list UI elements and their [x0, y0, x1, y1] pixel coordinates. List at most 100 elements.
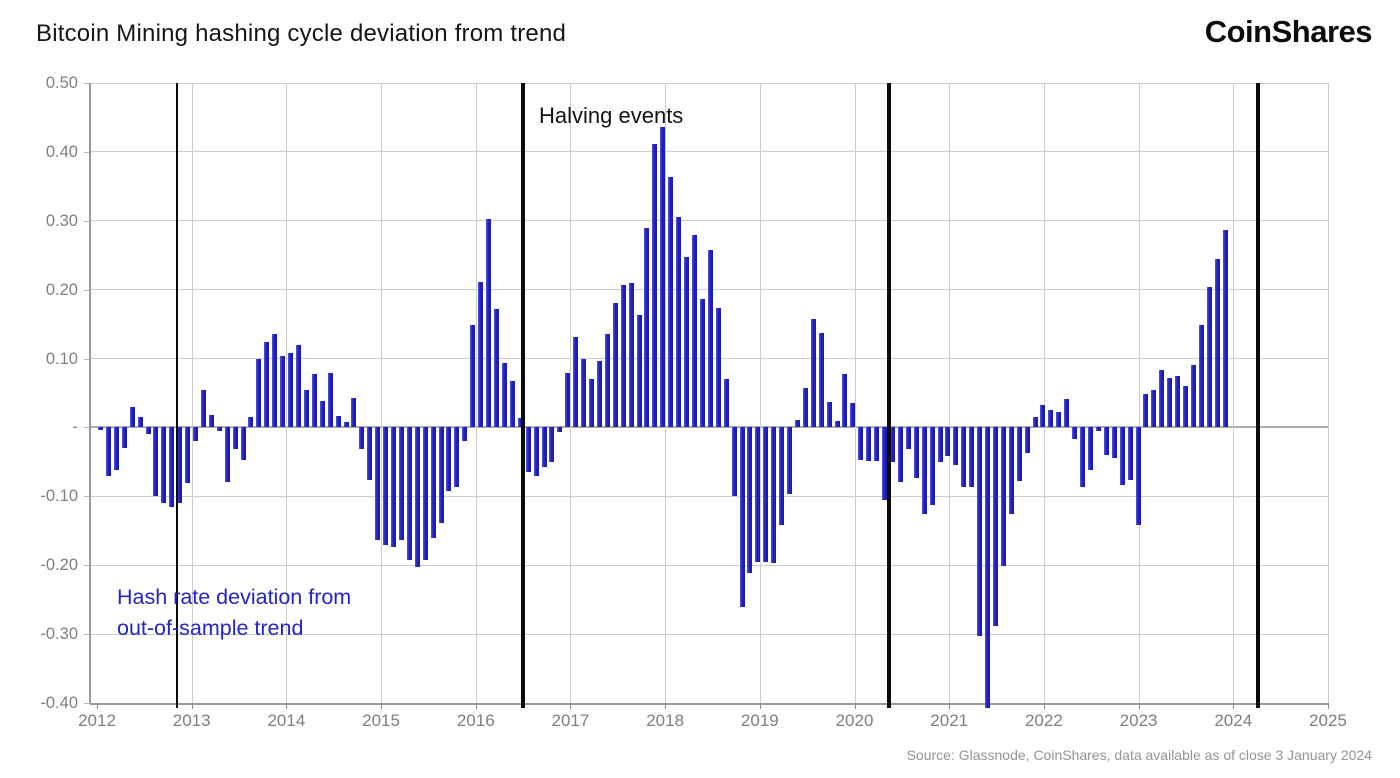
bar — [1064, 399, 1070, 428]
bar — [1119, 427, 1125, 486]
x-axis-tick — [286, 703, 288, 709]
bar — [272, 334, 278, 428]
bar — [826, 401, 832, 428]
bar — [992, 427, 998, 626]
bar — [98, 427, 103, 431]
bar — [961, 427, 967, 487]
bar — [1111, 427, 1117, 459]
bar — [1080, 427, 1086, 487]
bar — [280, 356, 286, 428]
bar — [604, 334, 610, 428]
bar — [478, 282, 484, 428]
bar — [311, 373, 317, 428]
bar — [549, 427, 555, 462]
bar — [391, 427, 397, 548]
bar — [517, 417, 523, 428]
y-axis-label: 0.40 — [45, 142, 78, 161]
y-axis-tick — [84, 496, 90, 498]
x-axis-label: 2021 — [930, 711, 969, 730]
gridline-x — [191, 83, 193, 703]
bar — [581, 359, 587, 428]
bar — [129, 406, 135, 428]
x-axis-label: 2020 — [835, 711, 874, 730]
bar — [200, 389, 206, 428]
bar — [541, 427, 547, 467]
x-axis-tick — [759, 703, 761, 709]
y-axis-label: -0.10 — [40, 487, 78, 506]
bar — [1095, 427, 1101, 431]
bar — [1000, 427, 1006, 566]
y-axis-tick — [84, 565, 90, 567]
bar — [256, 358, 262, 428]
bar — [985, 427, 991, 708]
x-axis-tick — [1138, 703, 1140, 709]
bar — [1048, 410, 1054, 428]
bar — [470, 325, 476, 428]
bar — [509, 380, 515, 428]
series-annotation-line1: Hash rate deviation from — [117, 585, 352, 609]
bar — [406, 427, 412, 560]
y-axis-label: -0.20 — [40, 556, 78, 575]
bar — [1175, 376, 1181, 428]
gridline-y — [90, 564, 1329, 566]
y-axis-tick — [84, 358, 90, 360]
gridline-y — [90, 151, 1329, 153]
gridline-x — [1043, 83, 1045, 703]
y-axis-label: 0.50 — [45, 74, 78, 92]
bar — [684, 257, 690, 428]
bar — [1088, 427, 1093, 471]
bar — [454, 427, 460, 487]
bar — [929, 427, 935, 506]
bar — [296, 345, 301, 428]
bar — [335, 416, 341, 428]
x-axis-tick — [1043, 703, 1045, 709]
bar — [707, 250, 713, 428]
bar — [351, 397, 357, 428]
x-axis-tick — [1233, 703, 1235, 709]
bar — [375, 427, 381, 540]
x-axis-label: 2015 — [362, 711, 400, 730]
bar — [105, 427, 111, 476]
bar — [383, 427, 389, 546]
bar — [533, 427, 539, 476]
bar — [1032, 417, 1038, 428]
x-axis-label: 2016 — [456, 711, 495, 730]
y-axis-label: 0.10 — [45, 349, 78, 368]
bar — [620, 284, 626, 428]
x-axis-tick — [949, 703, 951, 709]
bar — [367, 427, 373, 481]
bar — [430, 427, 436, 539]
y-axis-tick — [84, 634, 90, 636]
gridline-y — [90, 220, 1329, 222]
gridline-x — [949, 83, 951, 703]
halving-event-line — [521, 83, 526, 708]
bar — [240, 427, 246, 460]
gridline-x — [1233, 83, 1235, 703]
bar — [462, 427, 468, 442]
bar — [723, 379, 729, 428]
x-axis-label: 2017 — [551, 711, 590, 730]
bar — [771, 427, 777, 564]
gridline-y — [90, 82, 1329, 84]
y-axis-tick — [84, 703, 90, 704]
bar — [858, 427, 864, 460]
bar — [1056, 411, 1062, 428]
y-axis-tick — [84, 427, 90, 429]
bar — [153, 427, 159, 497]
halving-event-line — [1255, 83, 1260, 708]
coinshares-logo: CoinShares — [1204, 14, 1373, 49]
bar — [557, 427, 563, 433]
bar — [818, 333, 824, 428]
bar — [731, 427, 737, 497]
bar — [834, 420, 840, 428]
bar — [1143, 394, 1149, 428]
series-annotation-line2: out-of-sample trend — [117, 616, 304, 640]
y-axis-label: 0.20 — [45, 280, 78, 299]
bar — [1206, 286, 1212, 428]
bar — [779, 427, 785, 526]
x-axis-label: 2018 — [646, 711, 685, 730]
gridline-y — [90, 633, 1329, 635]
halving-event-line — [886, 83, 891, 708]
bar — [161, 427, 167, 504]
